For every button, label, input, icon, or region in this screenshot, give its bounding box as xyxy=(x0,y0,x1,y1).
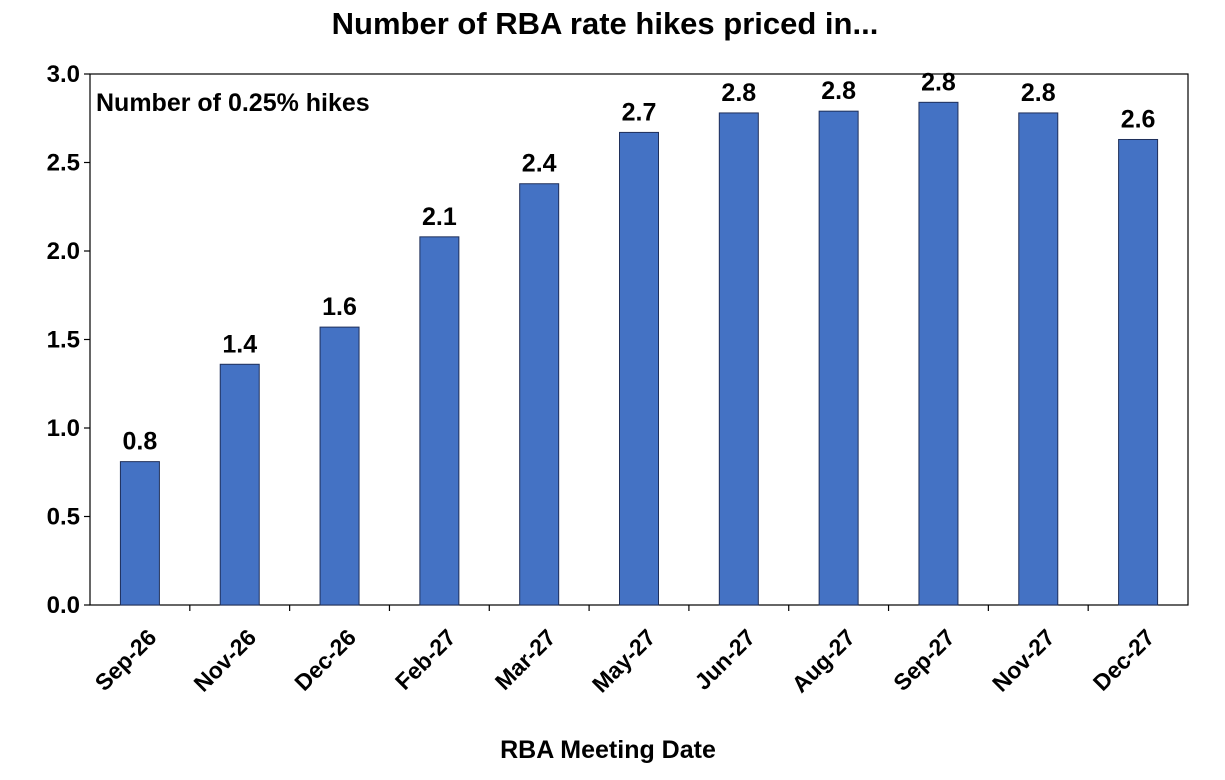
x-tick-label: Sep-26 xyxy=(90,624,162,696)
data-label: 2.6 xyxy=(1121,105,1156,133)
bar-mar-27 xyxy=(519,183,560,606)
x-tick-label: Dec-27 xyxy=(1088,624,1160,696)
bar-nov-27 xyxy=(1018,112,1059,606)
bar-series xyxy=(119,101,1159,606)
data-label: 2.8 xyxy=(721,79,756,107)
y-axis: 0.0 0.5 1.0 1.5 2.0 2.5 3.0 xyxy=(47,61,90,619)
data-label: 2.4 xyxy=(522,150,557,178)
bar-jun-27 xyxy=(718,112,759,606)
y-tick-label: 2.0 xyxy=(47,238,80,265)
x-tick-label: Nov-26 xyxy=(189,624,262,697)
x-tick-label: Feb-27 xyxy=(390,624,461,695)
chart-annotation: Number of 0.25% hikes xyxy=(96,89,370,117)
x-tick-label: Sep-27 xyxy=(888,624,960,696)
data-label: 2.8 xyxy=(1021,79,1056,107)
chart-title: Number of RBA rate hikes priced in... xyxy=(332,6,879,41)
y-tick-label: 3.0 xyxy=(47,61,80,88)
x-tick-label: Jun-27 xyxy=(689,624,760,695)
data-label: 1.6 xyxy=(322,293,357,321)
y-tick-label: 1.5 xyxy=(47,327,80,354)
bar-sep-27 xyxy=(918,101,959,606)
bar-aug-27 xyxy=(818,110,859,606)
y-tick-label: 0.5 xyxy=(47,504,80,531)
bar-dec-27 xyxy=(1118,138,1159,606)
bar-dec-26 xyxy=(319,326,360,606)
x-tick-label: Dec-26 xyxy=(289,624,361,696)
x-axis-title: RBA Meeting Date xyxy=(500,736,716,764)
data-label: 1.4 xyxy=(222,330,257,358)
data-label: 0.8 xyxy=(123,428,158,456)
data-label: 2.1 xyxy=(422,203,457,231)
bar-nov-26 xyxy=(219,363,260,606)
bar-may-27 xyxy=(619,131,659,606)
data-label: 2.7 xyxy=(622,98,657,126)
x-axis: Sep-26 Nov-26 Dec-26 Feb-27 Mar-27 May-27 Jun-… xyxy=(90,605,1160,698)
data-labels: 0.8 1.4 1.6 2.1 2.4 2.7 2.8 2.8 2.8 2.8 2.6 xyxy=(123,68,1156,455)
y-tick-label: 1.0 xyxy=(47,415,80,442)
y-tick-label: 0.0 xyxy=(47,592,80,619)
x-tick-label: Aug-27 xyxy=(787,624,861,698)
bar-sep-26 xyxy=(119,461,160,606)
x-tick-label: Nov-27 xyxy=(987,624,1060,697)
data-label: 2.8 xyxy=(921,68,956,96)
y-tick-label: 2.5 xyxy=(47,150,80,177)
bar-feb-27 xyxy=(419,236,460,606)
data-label: 2.8 xyxy=(821,77,856,105)
x-tick-label: Mar-27 xyxy=(490,624,561,695)
x-tick-label: May-27 xyxy=(587,624,661,698)
